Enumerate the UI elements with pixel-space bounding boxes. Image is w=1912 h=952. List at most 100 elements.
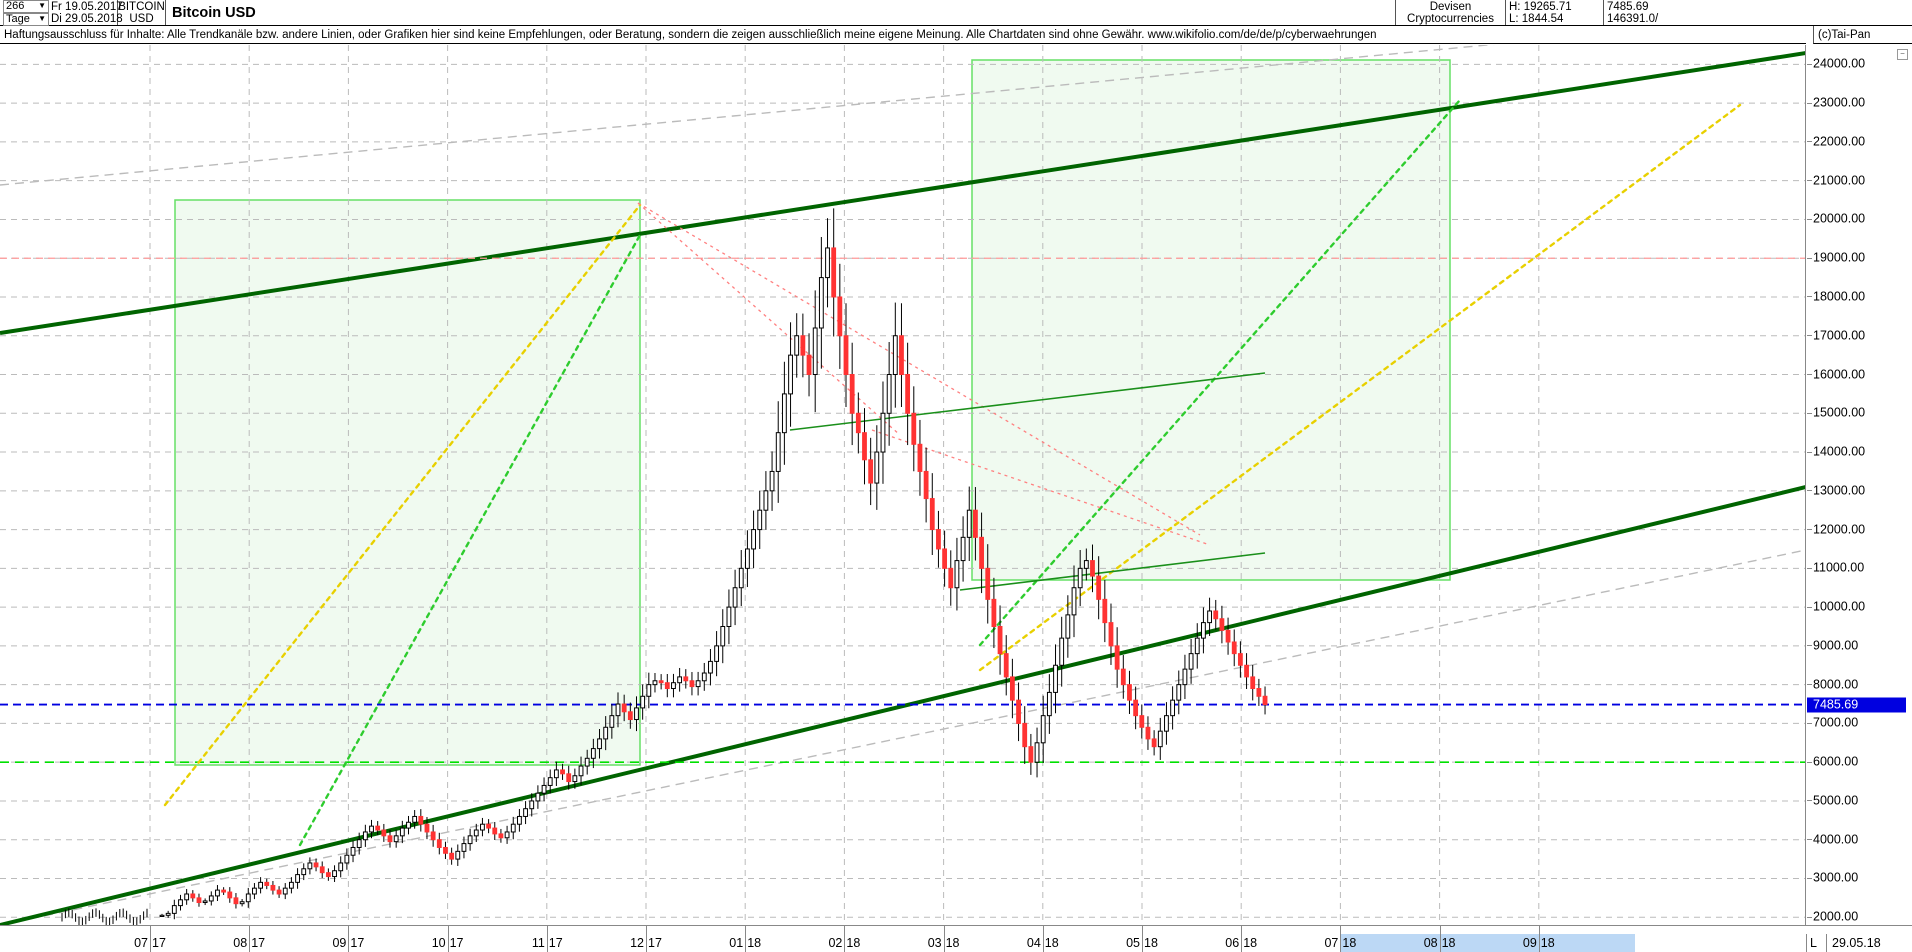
- low-value: L: 1844.54: [1509, 12, 1564, 25]
- date-axis-month: 07: [134, 936, 148, 950]
- date-axis-separator: [1806, 934, 1807, 952]
- date-axis-year: 17: [449, 936, 464, 950]
- candle-down: [1151, 738, 1157, 748]
- candle-up: [159, 914, 165, 918]
- date-axis-month: 10: [431, 936, 446, 950]
- minimize-icon[interactable]: −: [1897, 49, 1908, 60]
- date-axis-tick: [1439, 926, 1441, 934]
- candle-up: [523, 808, 528, 817]
- candle-up: [720, 625, 726, 647]
- fan-line-green-1: [298, 233, 642, 847]
- price-axis-tick: [1807, 335, 1812, 337]
- symbol-name: BITCOIN: [118, 0, 165, 13]
- candle-down: [991, 598, 997, 627]
- price-axis-tick: [1807, 916, 1812, 918]
- candle-up: [362, 831, 368, 841]
- price-axis-label: 7000.00: [1813, 715, 1859, 730]
- period-unit-dropdown[interactable]: Tage ▼: [3, 12, 49, 26]
- date-axis-month: 12: [630, 936, 644, 950]
- candle-up: [473, 829, 479, 837]
- symbol-cell[interactable]: BITCOIN USD: [118, 0, 166, 25]
- candle-up: [640, 695, 646, 709]
- price-axis-tick: [1807, 374, 1812, 375]
- candle-down: [806, 354, 812, 376]
- candle-down: [375, 825, 381, 831]
- date-axis-separator: [1340, 934, 1342, 952]
- date-axis-tick: [1340, 926, 1342, 934]
- date-axis-year: 18: [1342, 936, 1357, 950]
- candle-up: [1164, 715, 1169, 732]
- date-from: Fr 19.05.2017: [51, 0, 123, 13]
- date-axis-separator: [348, 934, 350, 952]
- candle-up: [1207, 610, 1212, 624]
- candle-up: [1071, 587, 1077, 616]
- candle-up: [1201, 622, 1206, 639]
- outer-channel-lower: [0, 549, 1805, 925]
- candlestick-series: [159, 208, 1268, 920]
- candle-up: [1083, 560, 1089, 569]
- price-axis-label: 8000.00: [1813, 677, 1859, 692]
- candle-up: [708, 660, 713, 674]
- date-axis-tick: [249, 926, 251, 934]
- date-axis-separator: [249, 934, 251, 952]
- date-axis-tick: [1042, 926, 1044, 934]
- price-axis-label: 2000.00: [1813, 909, 1859, 924]
- date-axis-tick: [1241, 926, 1243, 934]
- chart-canvas[interactable]: [0, 45, 1806, 925]
- candle-up: [529, 800, 535, 810]
- candle-down: [418, 815, 424, 825]
- price-axis[interactable]: − 24000.00 23000.00 22000.00 21000.00 20000.…: [1807, 45, 1912, 925]
- candle-down: [1133, 699, 1139, 717]
- price-axis-tick: [1807, 684, 1812, 686]
- price-axis-label: 9000.00: [1813, 638, 1859, 653]
- candle-down: [917, 443, 923, 472]
- candle-up: [406, 821, 411, 829]
- candle-down: [855, 412, 861, 434]
- fan-line-green-2: [978, 98, 1462, 647]
- date-axis-month: 03: [927, 936, 942, 950]
- candle-down: [560, 769, 565, 775]
- candle-up: [634, 707, 639, 721]
- last-price-value: 7485.69: [1607, 0, 1649, 13]
- candle-up: [239, 901, 245, 905]
- candle-down: [264, 881, 270, 886]
- fan-line-yellow-1: [163, 203, 642, 807]
- date-axis-tick: [943, 926, 945, 934]
- price-axis-label: 4000.00: [1813, 832, 1859, 847]
- date-axis[interactable]: 07 17 08 17 09 17 10 17 11 17 12 17 01 18 02 18 03 18 04 18…: [0, 925, 1912, 952]
- candle-up: [788, 354, 793, 395]
- chart-plot-area[interactable]: [0, 45, 1806, 925]
- candle-up: [584, 757, 590, 767]
- candle-up: [609, 715, 615, 728]
- candle-down: [1213, 610, 1219, 620]
- price-axis-label: 11000.00: [1813, 560, 1865, 575]
- candle-down: [492, 827, 498, 835]
- candle-up: [812, 327, 818, 376]
- candle-up: [769, 470, 775, 492]
- toolbar-header: 266 ▼ Tage ▼ Fr 19.05.2017 Di 29.05.2018…: [0, 0, 1912, 26]
- candle-down: [227, 891, 233, 899]
- candle-up: [1182, 668, 1188, 686]
- price-axis-label: 10000.00: [1813, 599, 1866, 614]
- candle-down: [498, 833, 504, 839]
- date-axis-year: 18: [1441, 936, 1456, 950]
- candle-down: [270, 884, 276, 891]
- candle-down: [381, 829, 387, 837]
- candle-up: [288, 881, 294, 889]
- candle-up: [178, 899, 183, 907]
- date-axis-month: 08: [233, 936, 248, 950]
- date-range[interactable]: Fr 19.05.2017 Di 29.05.2018: [48, 0, 123, 25]
- candle-up: [467, 835, 473, 845]
- period-count-dropdown[interactable]: 266 ▼: [3, 0, 49, 13]
- candle-down: [997, 625, 1003, 655]
- candle-up: [184, 893, 190, 901]
- date-axis-tick: [150, 926, 151, 934]
- candle-down: [1102, 598, 1108, 624]
- candle-up: [886, 374, 892, 414]
- candle-up: [671, 682, 676, 690]
- date-axis-month: 09: [1522, 936, 1537, 950]
- candle-down: [387, 835, 393, 843]
- candle-down: [899, 335, 904, 376]
- candle-up: [1053, 664, 1058, 693]
- candle-down: [800, 335, 806, 356]
